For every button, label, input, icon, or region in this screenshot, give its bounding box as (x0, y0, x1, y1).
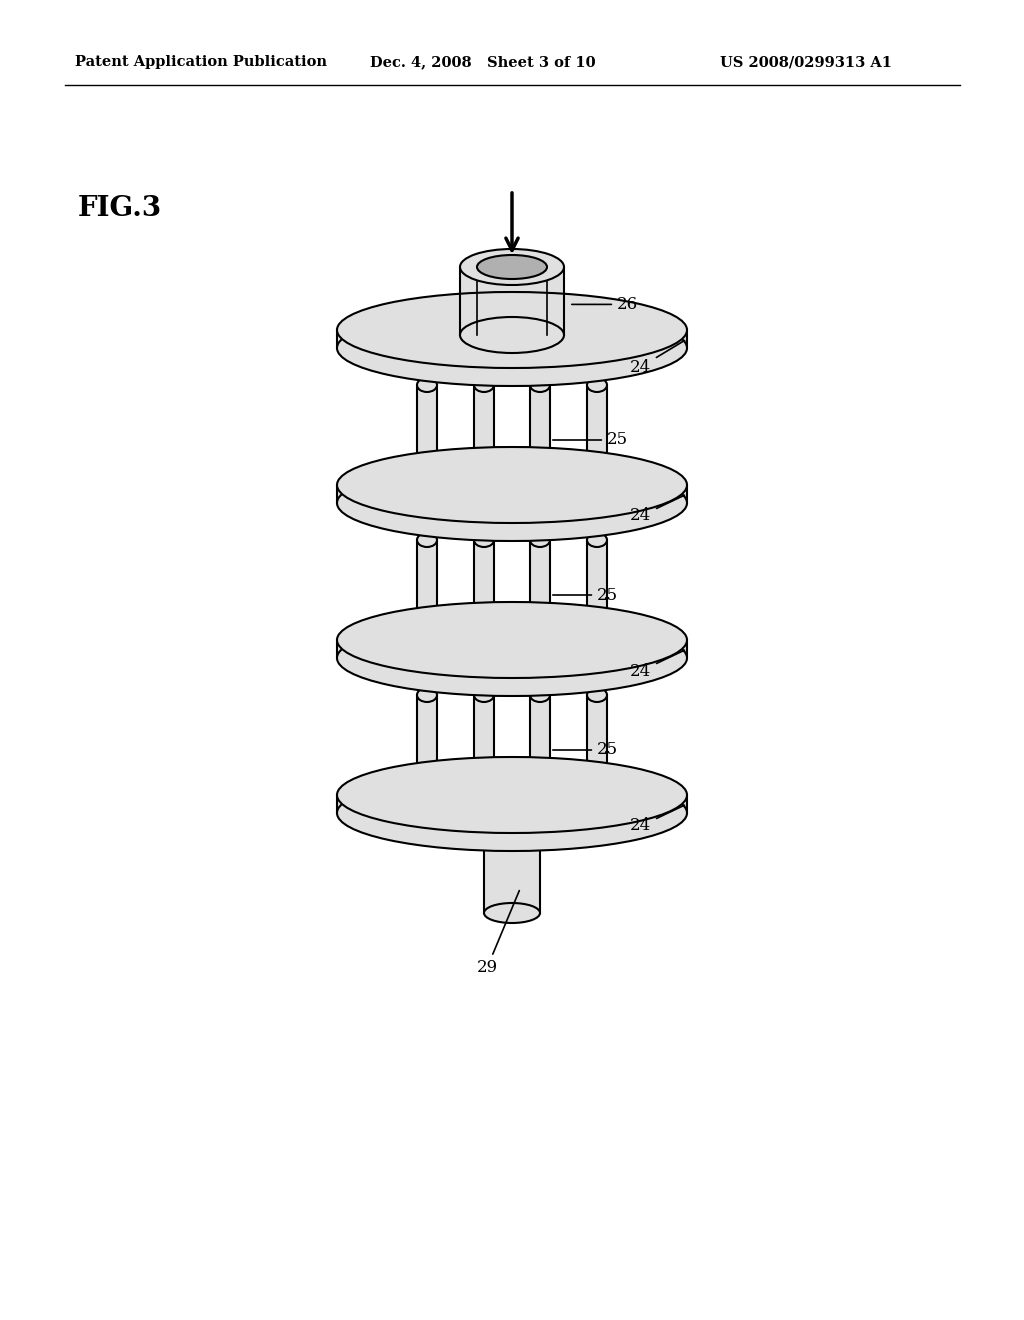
Ellipse shape (460, 249, 564, 285)
Polygon shape (474, 696, 494, 795)
Ellipse shape (474, 788, 494, 803)
Text: 24: 24 (630, 341, 685, 375)
Ellipse shape (530, 378, 550, 392)
Polygon shape (474, 385, 494, 484)
Text: FIG.3: FIG.3 (78, 195, 162, 222)
Ellipse shape (337, 620, 687, 696)
Ellipse shape (587, 788, 607, 803)
Polygon shape (337, 330, 687, 348)
Polygon shape (484, 813, 540, 913)
Polygon shape (587, 696, 607, 795)
Ellipse shape (417, 634, 437, 647)
Ellipse shape (417, 533, 437, 546)
Ellipse shape (474, 533, 494, 546)
Text: 24: 24 (630, 805, 684, 834)
Ellipse shape (474, 688, 494, 702)
Ellipse shape (484, 903, 540, 923)
Ellipse shape (337, 602, 687, 678)
Polygon shape (530, 385, 550, 484)
Text: 24: 24 (630, 651, 684, 680)
Polygon shape (337, 484, 687, 503)
Polygon shape (587, 540, 607, 640)
Polygon shape (530, 696, 550, 795)
Text: 25: 25 (553, 432, 628, 449)
Polygon shape (587, 385, 607, 484)
Text: 25: 25 (553, 586, 618, 603)
Ellipse shape (530, 634, 550, 647)
Ellipse shape (474, 478, 494, 492)
Ellipse shape (417, 788, 437, 803)
Ellipse shape (530, 478, 550, 492)
Polygon shape (417, 540, 437, 640)
Ellipse shape (337, 756, 687, 833)
Ellipse shape (337, 775, 687, 851)
Polygon shape (460, 267, 564, 335)
Polygon shape (417, 696, 437, 795)
Ellipse shape (337, 465, 687, 541)
Ellipse shape (337, 292, 687, 368)
Ellipse shape (417, 478, 437, 492)
Text: Dec. 4, 2008   Sheet 3 of 10: Dec. 4, 2008 Sheet 3 of 10 (370, 55, 596, 69)
Polygon shape (337, 640, 687, 657)
Polygon shape (530, 540, 550, 640)
Text: 24: 24 (630, 495, 684, 524)
Ellipse shape (477, 255, 547, 279)
Ellipse shape (474, 634, 494, 647)
Ellipse shape (587, 378, 607, 392)
Polygon shape (417, 385, 437, 484)
Ellipse shape (530, 688, 550, 702)
Ellipse shape (337, 310, 687, 385)
Ellipse shape (484, 803, 540, 822)
Text: 25: 25 (553, 742, 618, 759)
Ellipse shape (530, 533, 550, 546)
Ellipse shape (417, 378, 437, 392)
Ellipse shape (587, 688, 607, 702)
Ellipse shape (460, 317, 564, 352)
Text: Patent Application Publication: Patent Application Publication (75, 55, 327, 69)
Ellipse shape (417, 688, 437, 702)
Polygon shape (474, 540, 494, 640)
Text: 29: 29 (476, 891, 519, 977)
Ellipse shape (587, 478, 607, 492)
Text: 26: 26 (571, 296, 638, 313)
Ellipse shape (337, 447, 687, 523)
Polygon shape (337, 795, 687, 813)
Ellipse shape (530, 788, 550, 803)
Text: US 2008/0299313 A1: US 2008/0299313 A1 (720, 55, 892, 69)
Ellipse shape (587, 634, 607, 647)
Ellipse shape (587, 533, 607, 546)
Ellipse shape (474, 378, 494, 392)
